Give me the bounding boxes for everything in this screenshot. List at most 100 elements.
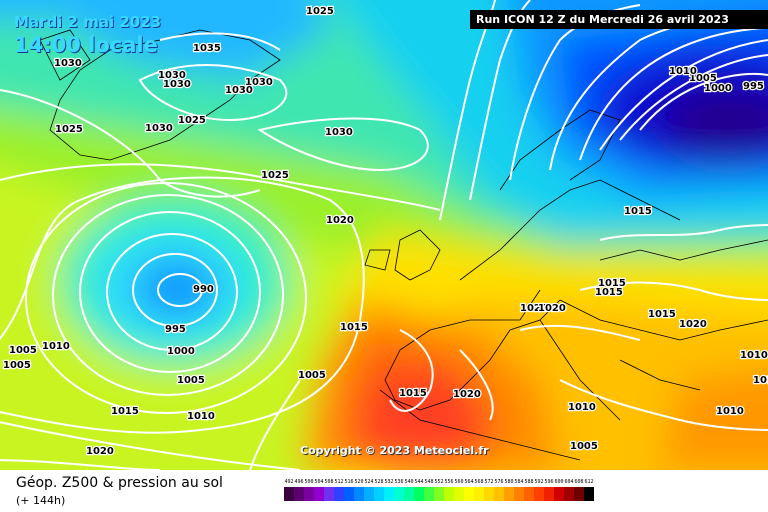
legend-swatch — [534, 487, 544, 501]
geopotential-field — [0, 0, 768, 470]
legend-swatch — [584, 487, 594, 501]
legend-swatch — [434, 487, 444, 501]
isobar-label: 1010 — [716, 406, 744, 417]
legend-value: 568 — [474, 479, 484, 485]
legend-swatch — [424, 487, 434, 501]
isobar-label: 1005 — [9, 345, 37, 356]
legend-swatch — [294, 487, 304, 501]
isobar-label: 1015 — [595, 287, 623, 298]
legend-swatch — [444, 487, 454, 501]
isobar-label: 1010 — [740, 350, 768, 361]
isobar-label: 1030 — [163, 79, 191, 90]
legend-value: 588 — [524, 479, 534, 485]
isobar-label: 1015 — [340, 322, 368, 333]
legend-value: 584 — [514, 479, 524, 485]
isobar-label: 1010 — [669, 66, 697, 77]
isobar-label: 1035 — [193, 43, 221, 54]
legend-swatch — [344, 487, 354, 501]
forecast-hour: 14:00 locale — [14, 33, 158, 57]
legend-value: 492 — [284, 479, 294, 485]
legend-value: 596 — [544, 479, 554, 485]
isobar-label: 1015 — [399, 388, 427, 399]
isobar-label: 1020 — [520, 303, 548, 314]
isobar-label: 1015 — [753, 375, 768, 386]
isobar-label: 1030 — [325, 127, 353, 138]
map-area: 1025 1035 1030 1030 1030 1030 1030 1025 … — [0, 0, 768, 470]
legend-swatch — [314, 487, 324, 501]
legend-value: 544 — [414, 479, 424, 485]
legend-swatch — [524, 487, 534, 501]
isobar-label: 1010 — [568, 402, 596, 413]
legend-swatch — [484, 487, 494, 501]
legend-value: 600 — [554, 479, 564, 485]
isobar-label: 1020 — [679, 319, 707, 330]
isobar-label: 995 — [743, 81, 764, 92]
legend-swatch — [464, 487, 474, 501]
isobar-label: 1005 — [177, 375, 205, 386]
legend-value: 556 — [444, 479, 454, 485]
isobar-label: 1005 — [689, 73, 717, 84]
isobar-label: 1020 — [326, 215, 354, 226]
isobar-label: 1015 — [648, 309, 676, 320]
map-svg: 1025 1035 1030 1030 1030 1030 1030 1025 … — [0, 0, 768, 470]
legend-value: 572 — [484, 479, 494, 485]
legend-value: 528 — [374, 479, 384, 485]
isobars — [0, 0, 768, 470]
legend-swatch — [334, 487, 344, 501]
isobar-label: 1025 — [178, 115, 206, 126]
legend-swatch — [574, 487, 584, 501]
legend-swatch — [304, 487, 314, 501]
legend-value: 576 — [494, 479, 504, 485]
isobar-label: 1025 — [55, 124, 83, 135]
copyright: Copyright © 2023 Meteociel.fr — [300, 444, 489, 457]
legend-value: 536 — [394, 479, 404, 485]
legend-swatch — [324, 487, 334, 501]
legend-labels: 492 496 500 504 508 512 516 520 524 528 532 536 540 5… — [284, 479, 754, 485]
legend-value: 504 — [314, 479, 324, 485]
legend-swatch — [414, 487, 424, 501]
isobar-label: 1015 — [598, 278, 626, 289]
coastlines — [39, 29, 768, 461]
legend-swatch — [544, 487, 554, 501]
isobar-label: 1010 — [187, 411, 215, 422]
isobar-label: 995 — [165, 324, 186, 335]
isobar-label: 1030 — [225, 85, 253, 96]
legend-value: 500 — [304, 479, 314, 485]
isobar-label: 1025 — [306, 6, 334, 17]
isobar-label: 1030 — [54, 58, 82, 69]
legend-value: 580 — [504, 479, 514, 485]
isobar-label: 1020 — [86, 446, 114, 457]
isobar-label: 1025 — [261, 170, 289, 181]
isobar-label: 1020 — [538, 303, 566, 314]
legend-swatch — [554, 487, 564, 501]
isobar-label: 1030 — [245, 77, 273, 88]
isobar-labels: 1025 1035 1030 1030 1030 1030 1030 1025 … — [2, 5, 768, 459]
legend-value: 496 — [294, 479, 304, 485]
isobar-label: 1015 — [111, 406, 139, 417]
legend-value: 592 — [534, 479, 544, 485]
legend-swatch — [384, 487, 394, 501]
legend-swatch — [394, 487, 404, 501]
forecast-date: Mardi 2 mai 2023 — [14, 13, 162, 31]
isobar-label: 1005 — [3, 360, 31, 371]
legend-value: 508 — [324, 479, 334, 485]
legend-swatch — [474, 487, 484, 501]
footer: Géop. Z500 & pression au sol (+ 144h) 49… — [0, 470, 768, 512]
legend-swatch — [514, 487, 524, 501]
legend-value: 516 — [344, 479, 354, 485]
isobar-label: 1030 — [158, 70, 186, 81]
legend-value: 548 — [424, 479, 434, 485]
legend-value: 540 — [404, 479, 414, 485]
legend-value: 520 — [354, 479, 364, 485]
isobar-label: 1015 — [624, 206, 652, 217]
legend-value: 524 — [364, 479, 374, 485]
isobar-label: 990 — [193, 284, 214, 295]
legend-swatch — [494, 487, 504, 501]
legend-value: 608 — [574, 479, 584, 485]
legend-value: 532 — [384, 479, 394, 485]
legend-swatch — [354, 487, 364, 501]
legend-swatches — [284, 485, 754, 501]
isobar-label: 1020 — [453, 389, 481, 400]
color-legend: 492 496 500 504 508 512 516 520 524 528 532 536 540 5… — [284, 479, 754, 501]
legend-value: 604 — [564, 479, 574, 485]
